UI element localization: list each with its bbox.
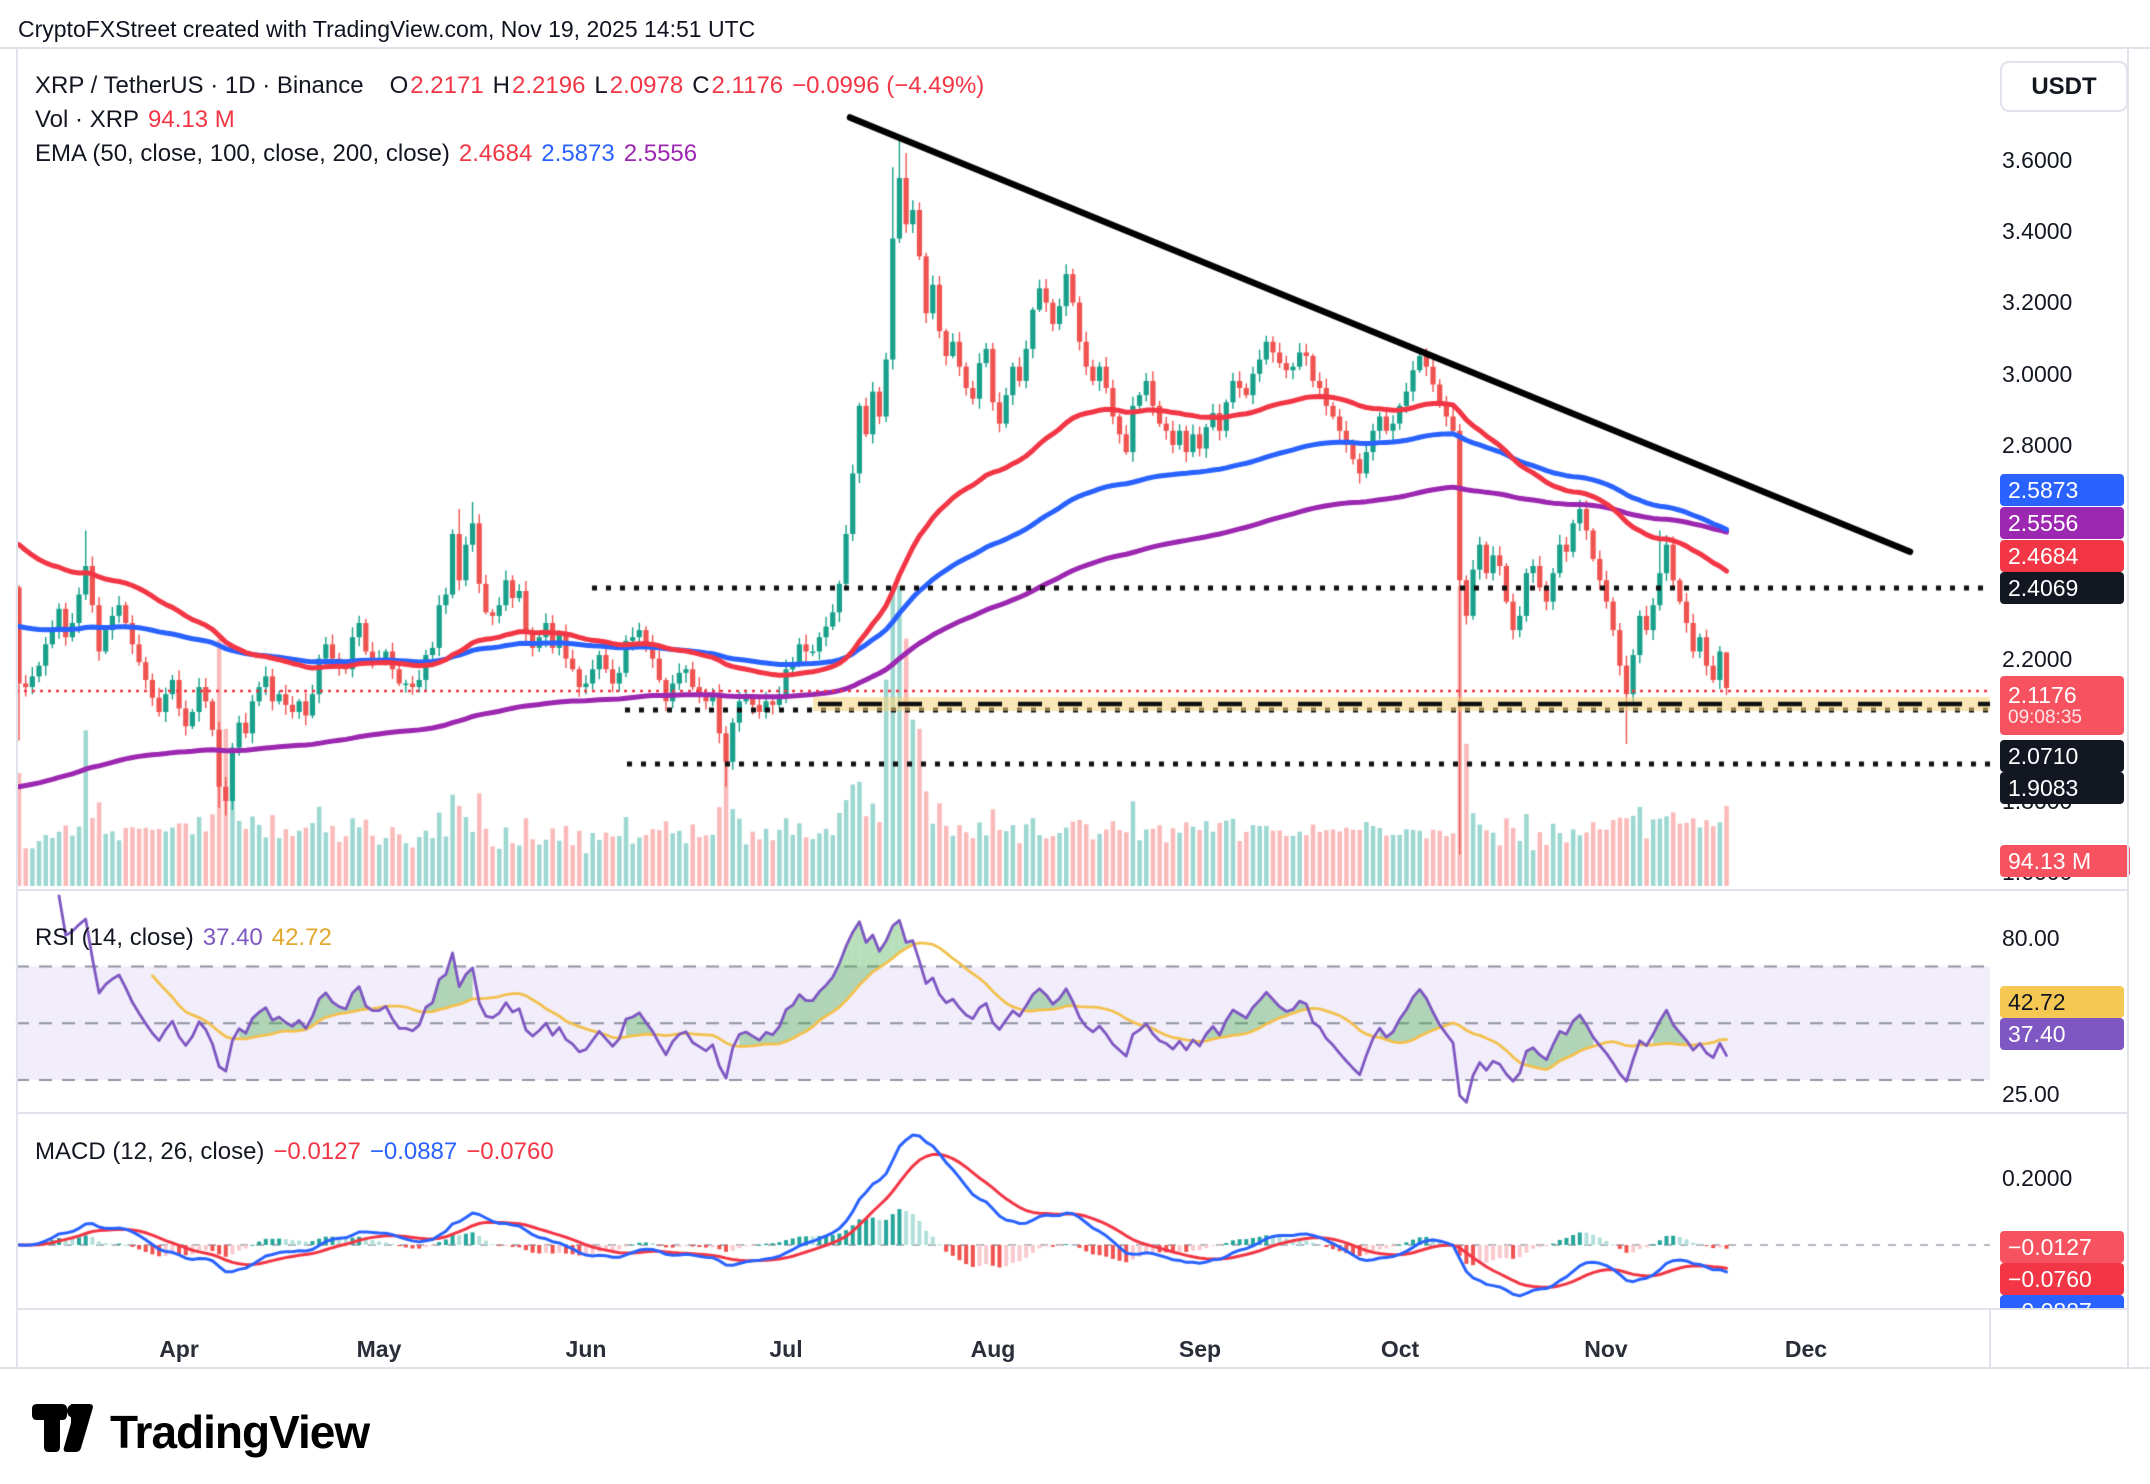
month-label-jul: Jul	[769, 1336, 803, 1362]
last-price-badge: 2.1176 09:08:35	[2000, 676, 2124, 735]
macd-label: MACD (12, 26, close)	[35, 1138, 265, 1165]
rsi-tick-top: 80.00	[2002, 925, 2060, 951]
month-label-dec: Dec	[1784, 1336, 1828, 1362]
ema-legend[interactable]: EMA (50, close, 100, close, 200, close) …	[35, 140, 697, 168]
currency-button[interactable]: USDT	[2000, 61, 2128, 112]
volume-legend[interactable]: Vol · XRP 94.13 M	[35, 106, 235, 134]
rsi-ma-value: 42.72	[271, 924, 332, 951]
rsi-legend[interactable]: RSI (14, close) 37.40 42.72	[35, 924, 332, 952]
time-axis[interactable]	[0, 1309, 2150, 1368]
month-label-may: May	[356, 1336, 402, 1362]
macd-legend[interactable]: MACD (12, 26, close) −0.0127 −0.0887 −0.…	[35, 1138, 554, 1166]
open-label: O	[389, 72, 409, 99]
widget-top-border	[0, 47, 2150, 49]
price-tick: 2.8000	[2002, 432, 2073, 458]
resistance-level-badge: 2.4069	[2000, 572, 2124, 604]
month-label-oct: Oct	[1380, 1336, 1420, 1362]
pane-separator-macd[interactable]	[16, 1112, 2128, 1114]
month-label-aug: Aug	[970, 1336, 1016, 1362]
open-value: 2.2171	[410, 72, 484, 99]
tradingview-logo-icon	[30, 1404, 94, 1459]
macd-hist-badge: −0.0127	[2000, 1231, 2124, 1263]
month-label-jun: Jun	[565, 1336, 607, 1362]
ema-label: EMA (50, close, 100, close, 200, close)	[35, 140, 450, 167]
tradingview-logo-text: TradingView	[110, 1405, 370, 1458]
page-title: CryptoFXStreet created with TradingView.…	[18, 16, 756, 42]
rsi-value: 37.40	[202, 924, 263, 951]
pane-separator-timeaxis	[16, 1308, 2128, 1310]
bar-countdown: 09:08:35	[2008, 706, 2082, 728]
volume-badge: 94.13 M	[2000, 845, 2130, 877]
price-tick: 2.2000	[2002, 646, 2073, 672]
macd-tick: 0.2000	[2002, 1165, 2073, 1191]
macd-signal-badge: −0.0760	[2000, 1263, 2124, 1295]
change-value: −0.0996 (−4.49%)	[792, 72, 985, 99]
month-label-sep: Sep	[1178, 1336, 1222, 1362]
low-value: 2.0978	[609, 72, 684, 99]
high-label: H	[492, 72, 511, 99]
tradingview-logo[interactable]: TradingView	[30, 1404, 370, 1459]
axis-corner-separator	[1989, 1309, 1991, 1368]
month-label-apr: Apr	[159, 1336, 199, 1362]
pane-separator-rsi[interactable]	[16, 889, 2128, 891]
month-label-nov: Nov	[1584, 1336, 1628, 1362]
rsi-badge: 37.40	[2000, 1018, 2124, 1050]
ema50-value: 2.4684	[458, 140, 533, 167]
rsi-label: RSI (14, close)	[35, 924, 194, 951]
price-tick: 3.4000	[2002, 218, 2073, 244]
ema200-value: 2.5556	[623, 140, 698, 167]
ema200-badge: 2.5556	[2000, 507, 2124, 539]
close-value: 2.1176	[711, 72, 784, 99]
support2-level-badge: 1.9083	[2000, 772, 2124, 804]
close-label: C	[692, 72, 710, 99]
price-tick: 3.0000	[2002, 361, 2073, 387]
low-label: L	[594, 72, 608, 99]
symbol-name: XRP / TetherUS · 1D · Binance	[35, 72, 364, 99]
volume-label: Vol · XRP	[35, 106, 140, 133]
rsi-ma-badge: 42.72	[2000, 986, 2124, 1018]
ema100-badge: 2.5873	[2000, 474, 2124, 506]
high-value: 2.2196	[512, 72, 586, 99]
macd-signal-value: −0.0760	[466, 1138, 554, 1165]
last-price-value: 2.1176	[2008, 682, 2077, 709]
volume-value: 94.13 M	[148, 106, 235, 133]
rsi-tick-bottom: 25.00	[2002, 1081, 2060, 1107]
widget-left-border	[16, 47, 18, 1369]
support1-level-badge: 2.0710	[2000, 740, 2124, 772]
price-tick: 3.6000	[2002, 147, 2073, 173]
macd-hist-value: −0.0127	[273, 1138, 361, 1165]
ema100-value: 2.5873	[541, 140, 615, 167]
ema50-badge: 2.4684	[2000, 540, 2124, 572]
widget-bottom-border	[0, 1367, 2150, 1369]
price-scale-right-border	[2127, 47, 2129, 1369]
macd-line-value: −0.0887	[369, 1138, 458, 1165]
price-tick: 3.2000	[2002, 289, 2073, 315]
